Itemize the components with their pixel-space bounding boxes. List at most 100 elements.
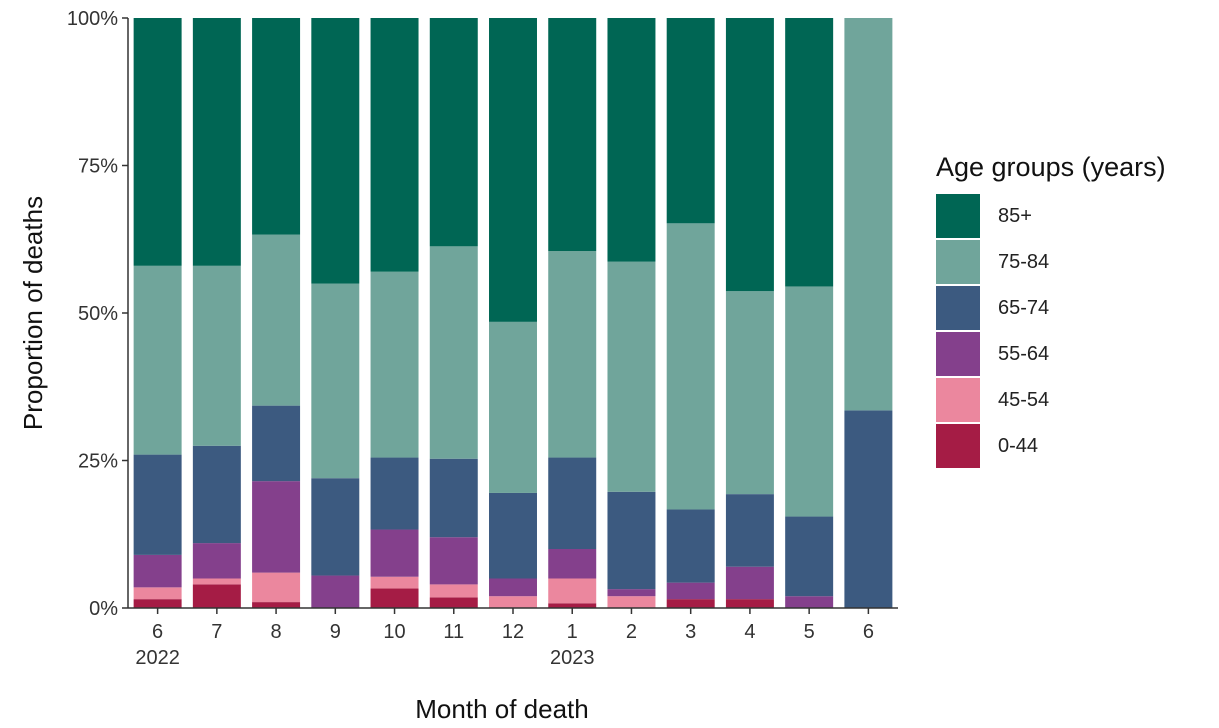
bar-segment-55-64-col-3 [311, 575, 360, 608]
y-tick-label: 25% [78, 451, 118, 473]
bar-segment-85+-col-8 [607, 18, 656, 262]
bar-segment-75-84-col-0 [133, 265, 182, 455]
x-axis-title: Month of death [415, 694, 588, 724]
legend-swatch [936, 424, 980, 468]
bar-segment-55-64-col-5 [429, 537, 478, 585]
bar-segment-85+-col-7 [548, 18, 597, 252]
bar-segment-65-74-col-7 [548, 457, 597, 549]
legend-swatch [936, 332, 980, 376]
bar-segment-75-84-col-12 [844, 18, 893, 411]
bar-segment-65-74-col-10 [725, 494, 774, 567]
bar-segment-55-64-col-4 [370, 529, 419, 577]
legend-item-85+: 85+ [936, 193, 1166, 239]
bar-segment-85+-col-6 [489, 18, 537, 322]
bar-segment-55-64-col-10 [725, 566, 774, 600]
y-tick-label: 75% [78, 156, 118, 178]
bar-segment-65-74-col-0 [133, 454, 182, 555]
x-tick-label: 5 [804, 621, 815, 643]
bar-segment-85+-col-0 [133, 18, 182, 266]
legend-label: 55-64 [998, 342, 1050, 365]
y-tick-label: 100% [67, 8, 118, 30]
bar-segment-65-74-col-3 [311, 478, 360, 576]
x-year-label: 2023 [550, 647, 595, 669]
x-tick-label: 6 [863, 621, 874, 643]
bar-segment-65-74-col-6 [489, 492, 537, 579]
bar-segment-65-74-col-8 [607, 491, 656, 590]
bar-segment-55-64-col-9 [666, 582, 715, 600]
bar-segment-0-44-col-9 [666, 599, 715, 608]
bar-segment-85+-col-4 [370, 18, 419, 272]
bar-segment-45-54-col-2 [252, 572, 301, 603]
y-tick-label: 0% [89, 598, 118, 620]
bar-segment-65-74-col-11 [785, 516, 834, 597]
bar-segment-55-64-col-8 [607, 589, 656, 597]
bar-segment-55-64-col-6 [489, 578, 537, 597]
bar-segment-55-64-col-1 [192, 543, 241, 579]
bar-segment-0-44-col-2 [252, 602, 301, 608]
bar-segment-65-74-col-12 [844, 410, 893, 608]
legend-label: 85+ [998, 204, 1032, 227]
bar-segment-0-44-col-5 [429, 597, 478, 608]
bar-segment-45-54-col-8 [607, 596, 656, 608]
bar-segment-0-44-col-7 [548, 603, 597, 608]
x-tick-label: 3 [685, 621, 696, 643]
bar-segment-75-84-col-10 [725, 291, 774, 495]
x-tick-label: 7 [211, 621, 222, 643]
bar-segment-0-44-col-4 [370, 588, 419, 608]
bar-segment-75-84-col-5 [429, 246, 478, 459]
bar-segment-0-44-col-1 [192, 584, 241, 608]
bar-segment-0-44-col-0 [133, 599, 182, 608]
bar-segment-55-64-col-7 [548, 549, 597, 579]
bar-segment-55-64-col-0 [133, 554, 182, 588]
bar-segment-85+-col-10 [725, 18, 774, 292]
legend: Age groups (years) 85+ 75-84 65-74 55-64 45-… [936, 152, 1166, 469]
x-tick-label: 4 [744, 621, 755, 643]
legend-label: 45-54 [998, 388, 1050, 411]
bar-segment-45-54-col-5 [429, 584, 478, 598]
x-tick-label: 1 [567, 621, 578, 643]
legend-swatch [936, 286, 980, 330]
bar-segment-75-84-col-7 [548, 251, 597, 458]
bar-segment-45-54-col-1 [192, 578, 241, 585]
x-tick-label: 10 [383, 621, 405, 643]
legend-label: 65-74 [998, 296, 1050, 319]
bar-segment-75-84-col-1 [192, 265, 241, 446]
legend-item-45-54: 45-54 [936, 377, 1166, 423]
bar-segment-55-64-col-2 [252, 481, 301, 573]
legend-label: 0-44 [998, 434, 1039, 457]
bar-segment-75-84-col-2 [252, 234, 301, 406]
bars-layer [133, 18, 893, 608]
bar-segment-75-84-col-4 [370, 271, 419, 458]
legend-label: 75-84 [998, 250, 1050, 273]
bar-segment-65-74-col-1 [192, 445, 241, 544]
bar-segment-85+-col-1 [192, 18, 241, 266]
legend-item-65-74: 65-74 [936, 285, 1166, 331]
legend-item-55-64: 55-64 [936, 331, 1166, 377]
bar-segment-55-64-col-11 [785, 596, 834, 608]
bar-segment-65-74-col-4 [370, 457, 419, 530]
bar-segment-45-54-col-7 [548, 578, 597, 604]
legend-title: Age groups (years) [936, 152, 1166, 182]
bar-segment-45-54-col-6 [489, 596, 537, 608]
legend-swatch [936, 378, 980, 422]
legend-items: 85+ 75-84 65-74 55-64 45-54 0-44 [936, 193, 1166, 469]
bar-segment-75-84-col-9 [666, 223, 715, 510]
x-tick-label: 9 [330, 621, 341, 643]
bar-segment-0-44-col-10 [725, 599, 774, 608]
bar-segment-85+-col-5 [429, 18, 478, 247]
bar-segment-85+-col-2 [252, 18, 301, 235]
bar-segment-65-74-col-5 [429, 458, 478, 538]
bar-segment-75-84-col-3 [311, 283, 360, 479]
bar-segment-75-84-col-8 [607, 261, 656, 492]
legend-swatch [936, 194, 980, 238]
x-tick-label: 12 [502, 621, 524, 643]
x-tick-label: 2 [626, 621, 637, 643]
x-tick-label: 8 [271, 621, 282, 643]
bar-segment-75-84-col-6 [489, 321, 537, 493]
x-tick-label: 6 [152, 621, 163, 643]
y-axis-title: Proportion of deaths [18, 196, 48, 430]
bar-segment-45-54-col-4 [370, 576, 419, 589]
bar-segment-85+-col-11 [785, 18, 834, 287]
x-year-label: 2022 [135, 647, 180, 669]
